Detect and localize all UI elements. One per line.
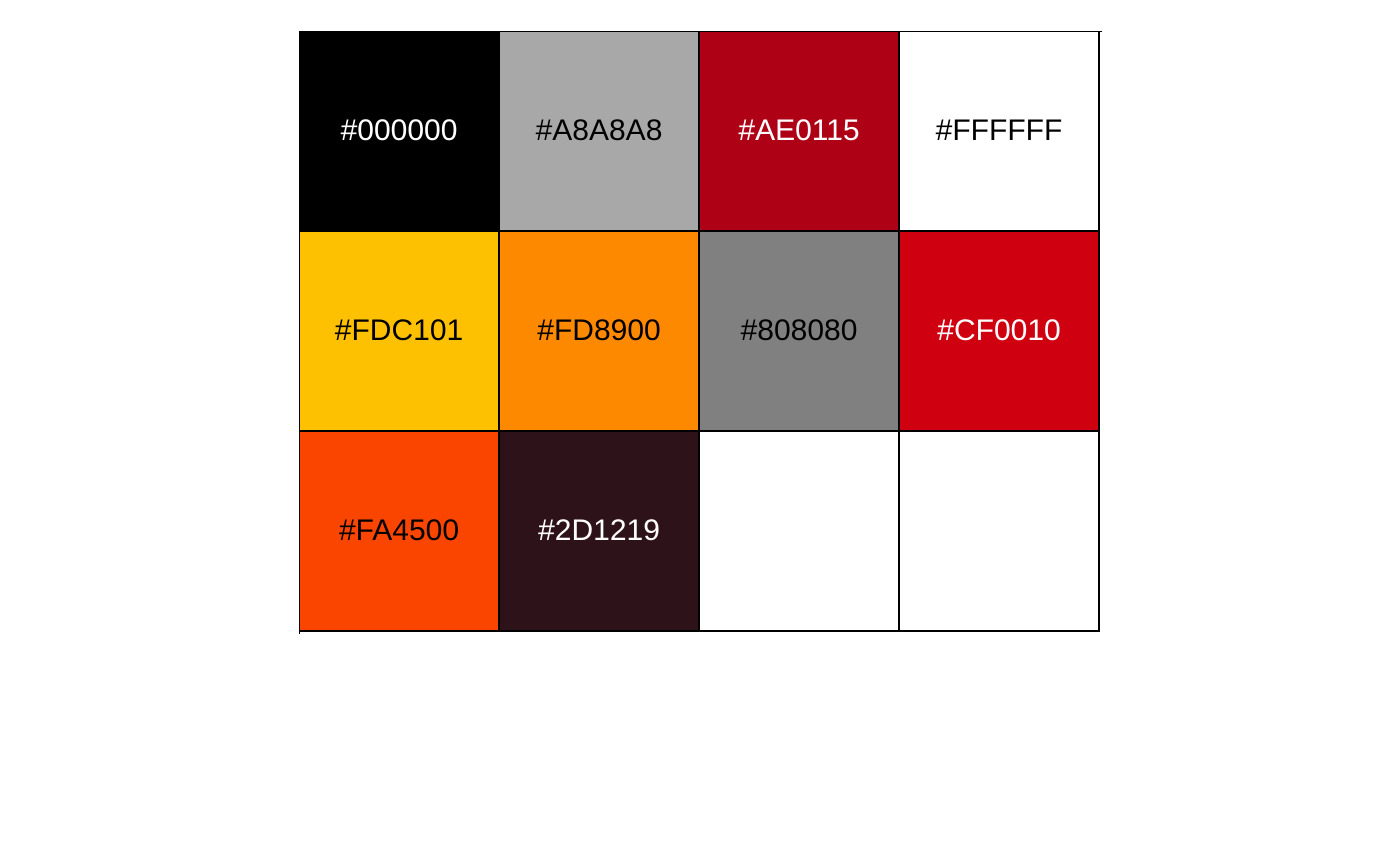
swatch-6: #FD8900 xyxy=(500,232,700,432)
swatch-8: #CF0010 xyxy=(900,232,1100,432)
swatch-5: #FDC101 xyxy=(300,232,500,432)
swatch-11-empty xyxy=(700,432,900,632)
swatch-label: #2D1219 xyxy=(538,514,660,547)
swatch-12-empty xyxy=(900,432,1100,632)
swatch-2: #A8A8A8 xyxy=(500,32,700,232)
color-swatch-grid: #000000 #A8A8A8 #AE0115 #FFFFFF #FDC101 … xyxy=(299,31,1102,634)
swatch-label: #FA4500 xyxy=(338,514,460,547)
swatch-label: #FDC101 xyxy=(334,314,464,347)
swatch-label: #000000 xyxy=(340,114,458,147)
swatch-7: #808080 xyxy=(700,232,900,432)
swatch-label: #808080 xyxy=(740,314,858,347)
swatch-label: #FD8900 xyxy=(537,314,661,347)
swatch-1: #000000 xyxy=(300,32,500,232)
swatch-10: #2D1219 xyxy=(500,432,700,632)
swatch-9: #FA4500 xyxy=(300,432,500,632)
swatch-label: #A8A8A8 xyxy=(535,114,663,147)
swatch-label: #FFFFFF xyxy=(935,114,1063,147)
swatch-4: #FFFFFF xyxy=(900,32,1100,232)
swatch-label: #CF0010 xyxy=(937,314,1061,347)
swatch-label: #AE0115 xyxy=(738,114,860,147)
swatch-3: #AE0115 xyxy=(700,32,900,232)
